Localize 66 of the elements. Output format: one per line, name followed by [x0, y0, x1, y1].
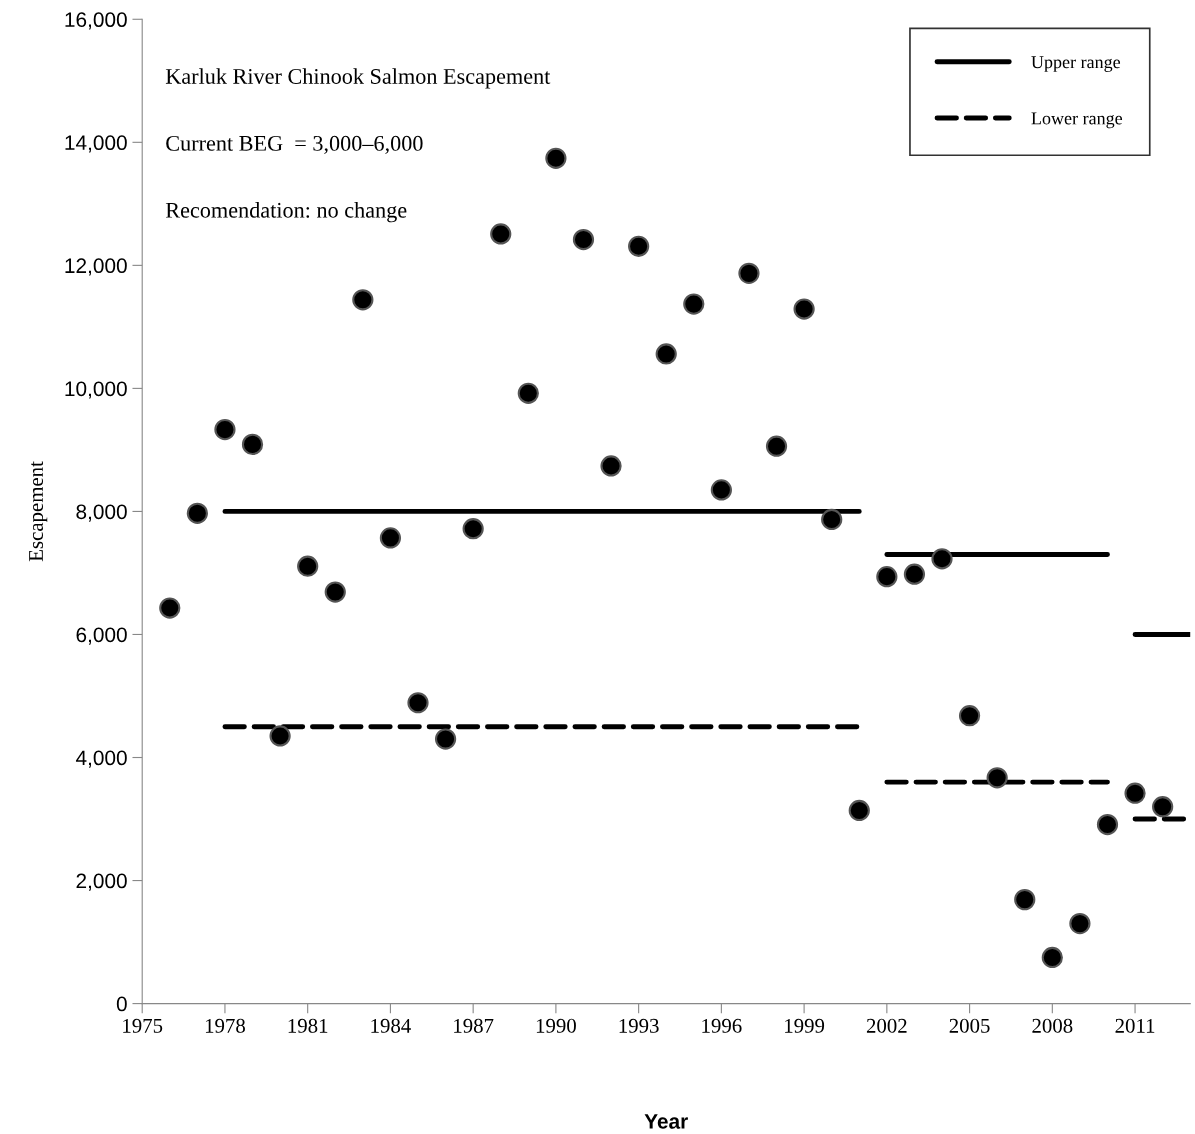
point — [931, 548, 953, 570]
x-tick-label: 2002 — [866, 1018, 907, 1033]
y-tick-label: 0 — [116, 996, 127, 1012]
point — [986, 767, 1008, 789]
y-tick-label: 12,000 — [65, 258, 127, 276]
y-tick-label: 14,000 — [65, 135, 127, 153]
point — [655, 343, 677, 365]
x-tick-label: 1996 — [702, 1018, 742, 1033]
x-tick-label: 2011 — [1115, 1018, 1155, 1033]
point — [876, 566, 898, 588]
point — [434, 728, 457, 750]
point — [1069, 913, 1091, 935]
annotation: Recomendation: no change — [165, 202, 407, 223]
x-tick-label: 1999 — [785, 1018, 825, 1033]
point — [793, 298, 815, 320]
y-tick-label: 8,000 — [76, 504, 127, 522]
x-tick-label: 1987 — [454, 1018, 494, 1033]
point — [628, 235, 650, 257]
point — [324, 581, 346, 603]
x-tick-label: 1990 — [536, 1018, 576, 1033]
legend-label: Upper range — [1031, 56, 1121, 72]
x-tick-label: 1978 — [205, 1018, 245, 1033]
point — [407, 692, 429, 714]
y-tick-label: 10,000 — [65, 381, 127, 399]
x-tick-label: 1975 — [123, 1018, 163, 1033]
x-tick-label: 2005 — [949, 1018, 990, 1033]
point — [1152, 796, 1174, 818]
point — [958, 705, 981, 727]
point — [1096, 813, 1119, 836]
point — [1124, 782, 1146, 804]
x-tick-label: 1984 — [371, 1018, 411, 1033]
y-axis-title: Escapement — [29, 461, 48, 562]
y-tick-label: 16,000 — [65, 12, 127, 30]
x-axis-title: Year — [644, 1114, 688, 1129]
legend-label: Lower range — [1031, 112, 1123, 129]
point — [683, 293, 705, 315]
point — [848, 799, 870, 822]
point — [517, 382, 539, 404]
annotation: Current BEG = 3,000–6,000 — [166, 135, 423, 155]
point — [738, 262, 760, 284]
y-tick-label: 6,000 — [76, 627, 127, 645]
x-tick-label: 1981 — [288, 1018, 328, 1033]
point — [545, 147, 567, 169]
point — [379, 527, 402, 549]
point — [269, 725, 291, 747]
point — [490, 223, 512, 245]
point — [903, 563, 926, 585]
point — [241, 433, 264, 455]
point — [821, 508, 843, 531]
point — [186, 502, 208, 524]
x-tick-label: 1993 — [619, 1018, 659, 1033]
y-tick-label: 2,000 — [76, 873, 127, 891]
point — [159, 597, 181, 619]
point — [572, 228, 595, 251]
point — [600, 455, 622, 477]
annotation: Karluk River Chinook Salmon Escapement — [165, 68, 551, 89]
point — [765, 435, 788, 457]
point — [462, 518, 484, 540]
y-tick-label: 4,000 — [75, 750, 127, 768]
point — [1014, 889, 1036, 911]
point — [1041, 946, 1063, 969]
x-tick-label: 2008 — [1032, 1018, 1073, 1033]
point — [214, 419, 236, 441]
point — [710, 479, 732, 501]
point — [297, 555, 319, 577]
point — [352, 289, 374, 311]
